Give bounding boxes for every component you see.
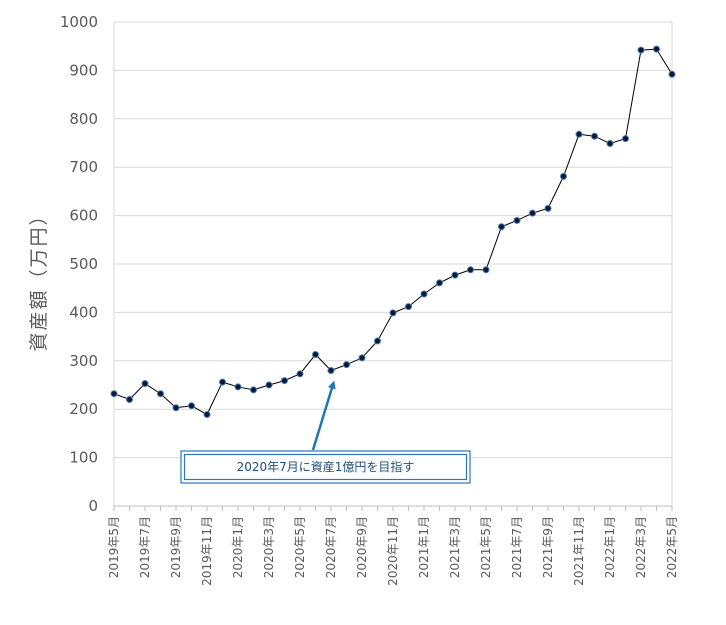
data-point [234,383,242,391]
data-point [126,396,133,404]
data-point [265,381,273,389]
y-tick-label: 0 [88,497,98,515]
x-tick-label: 2021年1月 [417,516,431,578]
data-point [343,361,350,369]
y-axis: 0 100 200 300 400 500 600 700 800 900 1000 [60,13,98,515]
x-tick-label: 2021年5月 [479,516,493,578]
x-tick-label: 2019年7月 [138,516,152,578]
data-point [591,132,598,140]
data-point [637,46,645,54]
annotation-box-inner [183,453,468,481]
data-point [575,130,583,138]
data-point [389,309,397,317]
x-tick-label: 2022年3月 [634,516,648,578]
data-point [668,70,676,78]
data-point [622,135,629,143]
data-point [467,266,474,274]
data-point [281,377,288,385]
data-point [358,354,366,362]
data-point [436,279,443,287]
x-tick-label: 2021年7月 [510,516,524,578]
annotation-text: 2020年7月に資産1億円を目指す [237,459,415,474]
data-point [498,223,505,231]
data-point [203,411,211,419]
x-axis: 2019年5月 2019年7月 2019年9月 2019年11月 2020年1月 2020… [107,505,679,586]
data-point [529,209,536,217]
x-tick-label: 2021年11月 [572,516,586,586]
data-point [653,45,660,53]
data-point [157,390,164,398]
y-tick-label: 600 [69,207,98,225]
data-point [172,404,180,412]
data-point [327,366,335,374]
x-tick-label: 2020年11月 [386,516,400,586]
annotation: 2020年7月に資産1億円を目指す [180,380,471,484]
y-tick-label: 400 [69,303,98,321]
y-tick-label: 700 [69,158,98,176]
data-point [482,266,490,274]
x-tick-label: 2019年11月 [200,516,214,586]
data-point [374,337,381,345]
y-tick-label: 800 [69,110,98,128]
series-layer [110,45,676,419]
x-tick-label: 2020年7月 [324,516,338,578]
y-tick-label: 900 [69,61,98,79]
data-point [544,204,552,212]
data-point [219,378,226,386]
data-point [606,139,614,147]
annotation-arrow [311,380,336,451]
x-tick-label: 2022年1月 [603,516,617,578]
data-point [312,351,319,359]
x-tick-label: 2021年3月 [448,516,462,578]
data-point [250,386,257,394]
x-tick-label: 2020年3月 [262,516,276,578]
data-point [405,303,412,311]
y-tick-label: 1000 [60,13,98,31]
y-tick-label: 100 [69,449,98,467]
x-tick-label: 2022年5月 [665,516,679,578]
x-tick-label: 2020年1月 [231,516,245,578]
y-tick-label: 500 [69,255,98,273]
data-point [451,271,459,279]
y-tick-label: 300 [69,352,98,370]
data-point [296,370,304,378]
x-tick-label: 2019年9月 [169,516,183,578]
data-point [188,402,195,410]
y-tick-label: 200 [69,400,98,418]
x-tick-label: 2020年9月 [355,516,369,578]
x-tick-label: 2020年5月 [293,516,307,578]
x-tick-label: 2021年9月 [541,516,555,578]
data-point [141,380,149,388]
data-point [513,216,521,224]
x-tick-label: 2019年5月 [107,516,121,578]
y-axis-label: 資産額（万円） [28,204,50,351]
data-point [560,172,567,180]
data-point [110,390,118,398]
data-point [420,290,428,298]
